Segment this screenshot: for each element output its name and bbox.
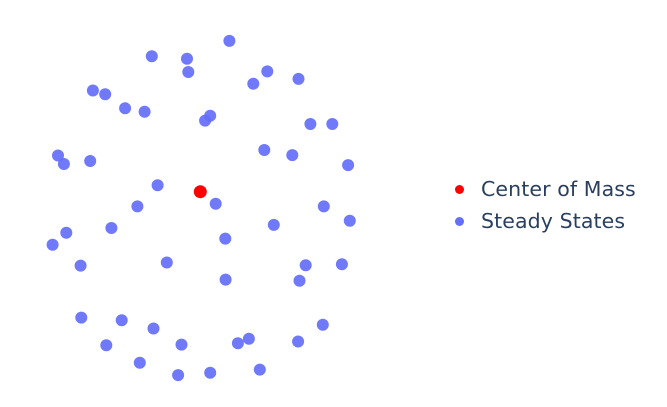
steady-state-point[interactable] [317,200,330,213]
steady-state-point[interactable] [74,259,87,272]
steady-state-point[interactable] [60,226,73,239]
steady-state-point[interactable] [181,52,193,65]
steady-state-point[interactable] [304,118,317,130]
steady-state-point[interactable] [100,339,113,352]
steady-state-point[interactable] [204,366,217,379]
steady-state-point[interactable] [57,158,70,170]
steady-state-point[interactable] [182,66,195,78]
steady-state-point[interactable] [231,337,244,350]
legend-item-center-of-mass[interactable]: Center of Mass [450,173,665,205]
legend-label-steady-states: Steady States [481,209,626,233]
steady-state-point[interactable] [261,65,274,78]
steady-state-point[interactable] [147,322,160,335]
steady-state-point[interactable] [145,50,158,63]
steady-state-point[interactable] [292,335,305,348]
steady-state-point[interactable] [199,114,212,127]
steady-state-point[interactable] [46,238,59,251]
steady-state-point[interactable] [138,105,151,118]
steady-state-point[interactable] [151,179,164,192]
steady-state-point[interactable] [326,118,339,130]
steady-state-point[interactable] [219,273,232,286]
steady-state-point[interactable] [160,256,173,269]
steady-state-point[interactable] [119,102,132,115]
steady-state-point[interactable] [175,338,188,351]
steady-state-point[interactable] [99,88,112,101]
steady-state-point[interactable] [209,197,222,210]
steady-state-point[interactable] [84,155,97,167]
steady-state-point[interactable] [223,34,236,47]
steady-state-point[interactable] [172,369,185,382]
steady-state-point[interactable] [343,214,356,227]
center-of-mass-point[interactable] [193,185,207,199]
legend-label-center-of-mass: Center of Mass [481,177,636,201]
steady-state-point[interactable] [75,311,88,324]
center-of-mass-points [193,185,207,199]
steady-state-point[interactable] [133,356,146,369]
steady-state-point[interactable] [299,259,312,272]
steady-state-point[interactable] [286,149,299,162]
steady-state-point[interactable] [342,159,355,172]
steady-state-point[interactable] [267,218,280,231]
steady-state-point[interactable] [242,332,255,345]
steady-state-point[interactable] [293,274,306,287]
steady-states-points [46,34,356,382]
steady-state-point[interactable] [115,314,128,327]
steady-state-point[interactable] [86,84,99,97]
steady-state-point[interactable] [247,77,260,90]
steady-state-point[interactable] [292,72,305,85]
steady-state-point[interactable] [52,149,64,162]
legend-marker-steady-states [455,216,464,226]
steady-state-point[interactable] [219,232,232,245]
legend: Center of Mass Steady States [450,173,665,237]
steady-state-point[interactable] [253,363,266,376]
steady-state-point[interactable] [316,318,329,331]
legend-marker-center-of-mass [455,184,464,194]
steady-state-point[interactable] [131,200,144,213]
legend-item-steady-states[interactable]: Steady States [450,205,665,237]
steady-state-point[interactable] [105,222,118,234]
steady-state-point[interactable] [335,258,348,271]
steady-state-point[interactable] [258,144,271,156]
